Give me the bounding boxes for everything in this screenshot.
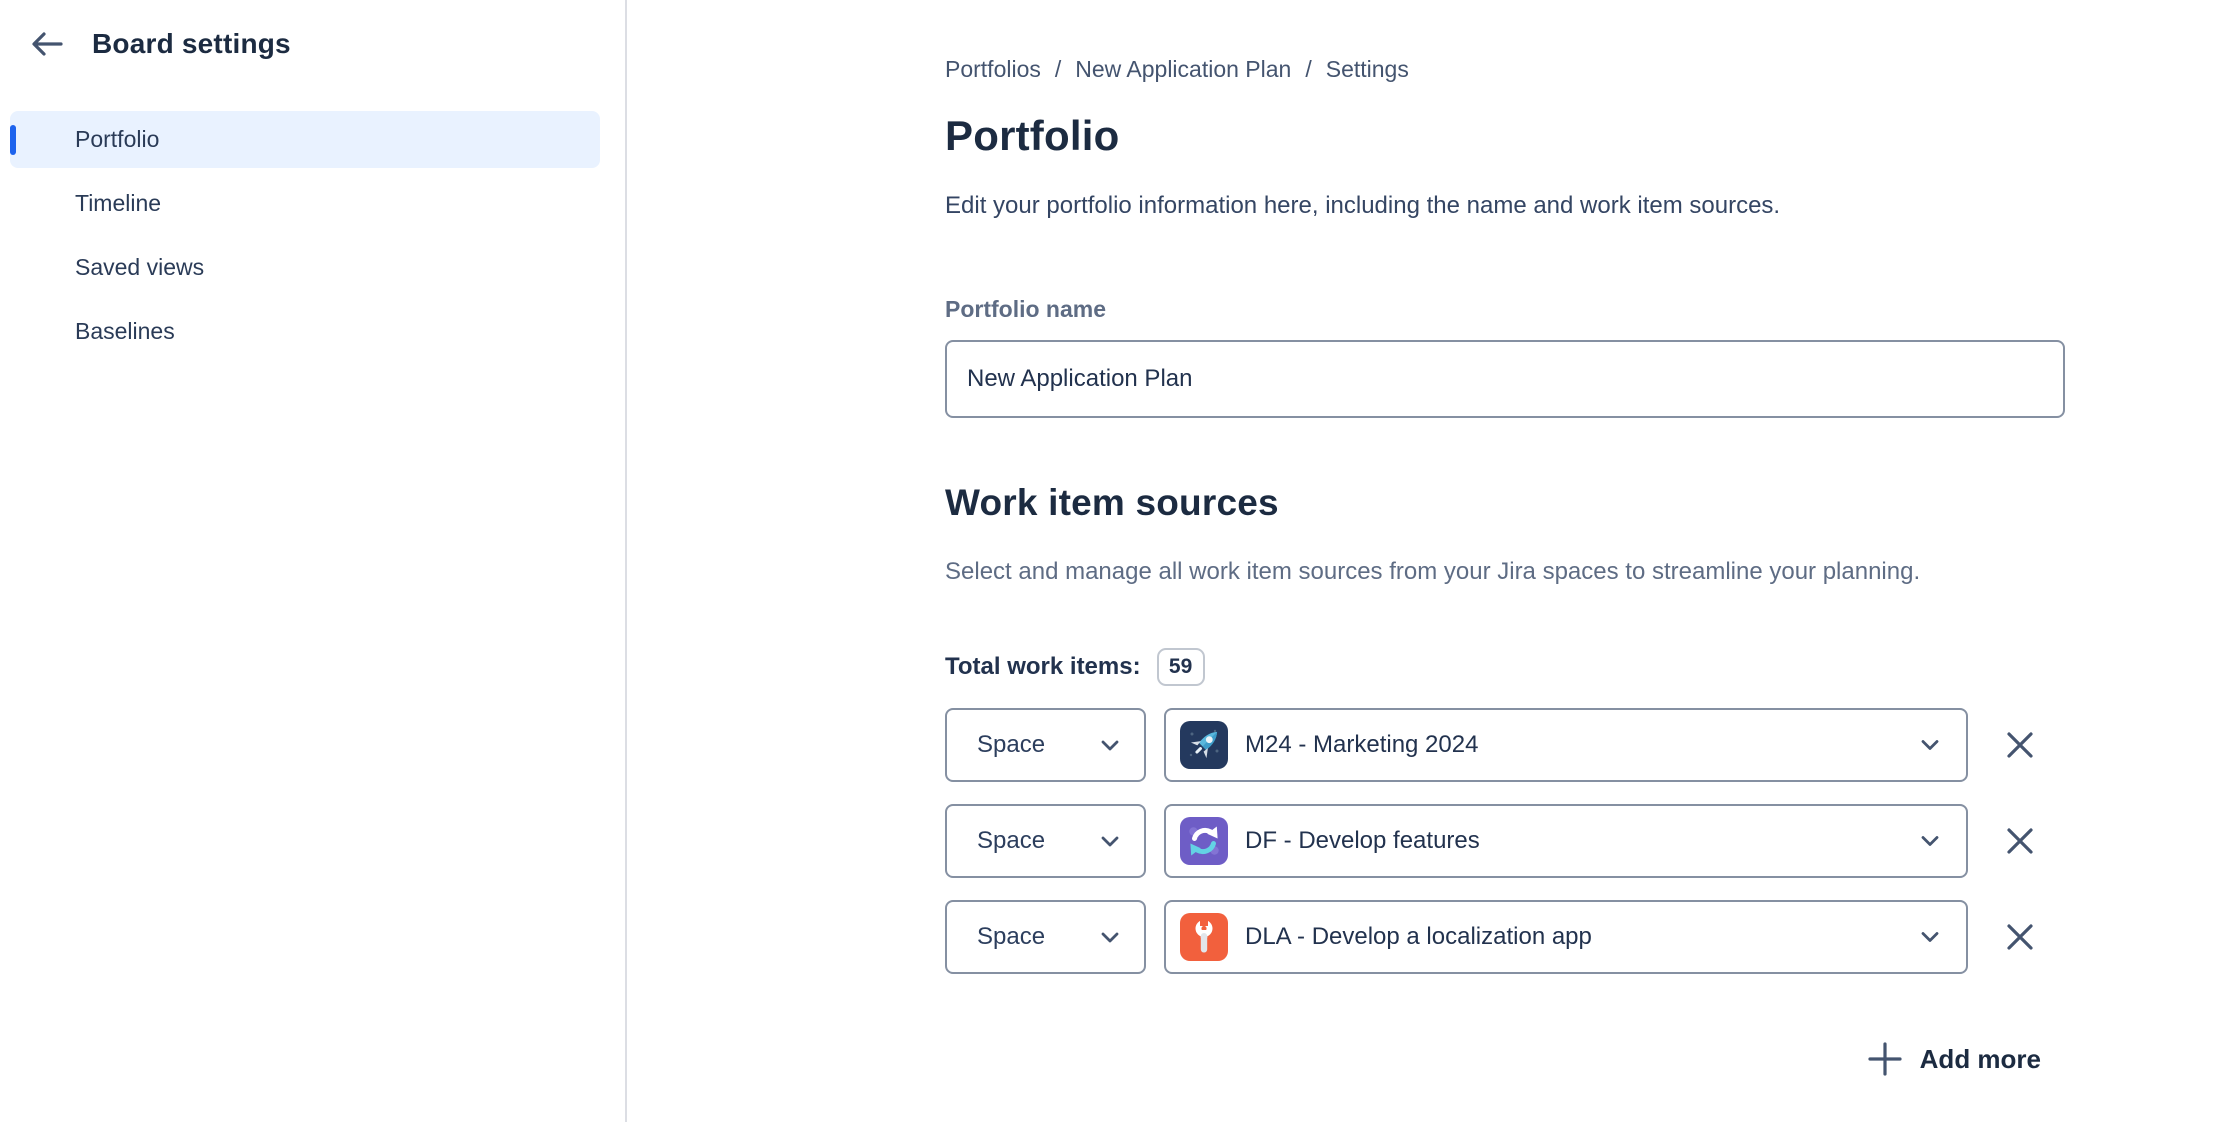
source-project-select[interactable]: M24 - Marketing 2024 (1164, 708, 1968, 782)
back-button[interactable] (30, 24, 74, 64)
source-project-label: M24 - Marketing 2024 (1245, 731, 1479, 758)
back-arrow-icon (30, 30, 64, 58)
selected-indicator (10, 124, 16, 155)
sync-icon (1180, 817, 1228, 865)
breadcrumb-link-plan[interactable]: New Application Plan (1075, 56, 1292, 82)
sidebar-item-label: Saved views (75, 254, 205, 280)
add-more-button[interactable]: Add more (1867, 1041, 2041, 1077)
source-row: Space (945, 708, 2065, 782)
close-icon (2005, 921, 2035, 953)
sidebar-item-baselines[interactable]: Baselines (10, 303, 600, 360)
source-rows: Space (945, 708, 2065, 996)
portfolio-name-input[interactable] (945, 340, 2065, 418)
sidebar-item-portfolio[interactable]: Portfolio (10, 111, 600, 168)
source-project-label: DLA - Develop a localization app (1245, 923, 1592, 950)
breadcrumb-link-portfolios[interactable]: Portfolios (945, 56, 1041, 82)
chevron-down-icon (1100, 835, 1120, 848)
page-title: Portfolio (945, 112, 1120, 159)
chevron-down-icon (1920, 739, 1940, 752)
rocket-icon (1180, 721, 1228, 769)
source-type-value: Space (977, 923, 1046, 950)
work-item-sources-title: Work item sources (945, 482, 1279, 523)
breadcrumb-current-settings: Settings (1325, 56, 1409, 82)
remove-source-button[interactable] (2000, 917, 2040, 957)
source-type-value: Space (977, 827, 1046, 854)
close-icon (2005, 825, 2035, 857)
sidebar-header: Board settings (30, 24, 291, 64)
total-work-items-row: Total work items: 59 (945, 648, 1205, 686)
chevron-down-icon (1920, 835, 1940, 848)
source-type-value: Space (977, 731, 1046, 758)
sidebar: Board settings Portfolio Timeline Saved … (0, 0, 625, 1130)
add-more-label: Add more (1919, 1043, 2041, 1074)
remove-source-button[interactable] (2000, 725, 2040, 765)
breadcrumb-separator: / (1305, 56, 1312, 82)
add-more-row: Add more (945, 1030, 2065, 1088)
remove-source-button[interactable] (2000, 821, 2040, 861)
sidebar-item-label: Baselines (75, 318, 175, 344)
plus-icon (1867, 1041, 1903, 1077)
source-row: Space (945, 900, 2065, 974)
total-work-items-label: Total work items: (945, 653, 1141, 680)
total-work-items-count-badge: 59 (1156, 648, 1205, 686)
portfolio-description: Edit your portfolio information here, in… (945, 192, 1781, 219)
sidebar-item-timeline[interactable]: Timeline (10, 175, 600, 232)
source-project-select[interactable]: DF - Develop features (1164, 804, 1968, 878)
chevron-down-icon (1920, 931, 1940, 944)
wrench-icon (1180, 913, 1228, 961)
source-project-label: DF - Develop features (1245, 827, 1480, 854)
sidebar-item-label: Portfolio (75, 126, 160, 152)
source-type-select[interactable]: Space (945, 708, 1146, 782)
source-type-select[interactable]: Space (945, 900, 1146, 974)
breadcrumb: Portfolios / New Application Plan / Sett… (945, 56, 1409, 83)
sidebar-nav: Portfolio Timeline Saved views Baselines (10, 111, 600, 367)
chevron-down-icon (1100, 931, 1120, 944)
sidebar-item-saved-views[interactable]: Saved views (10, 239, 600, 296)
source-row: Space (945, 804, 2065, 878)
source-type-select[interactable]: Space (945, 804, 1146, 878)
portfolio-name-label: Portfolio name (945, 296, 1107, 322)
sidebar-divider (625, 0, 627, 1122)
breadcrumb-separator: / (1054, 56, 1062, 82)
close-icon (2005, 729, 2035, 761)
chevron-down-icon (1100, 739, 1120, 752)
sidebar-item-label: Timeline (75, 190, 162, 216)
sidebar-title: Board settings (92, 28, 291, 59)
work-item-sources-description: Select and manage all work item sources … (945, 558, 1921, 585)
source-project-select[interactable]: DLA - Develop a localization app (1164, 900, 1968, 974)
